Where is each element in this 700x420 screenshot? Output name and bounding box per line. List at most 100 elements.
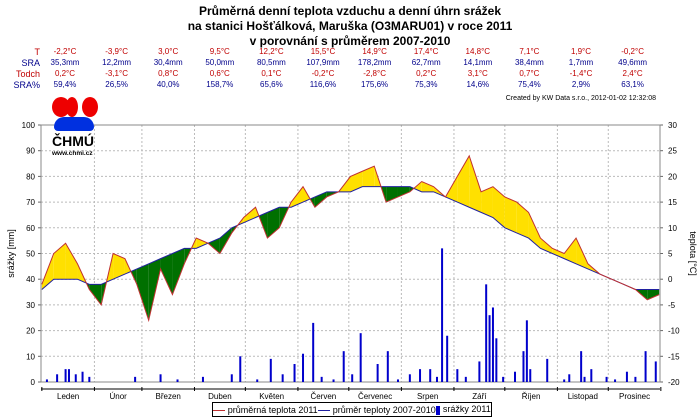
- stats-cell: 40,0%: [156, 80, 180, 89]
- stats-cell: 75,4%: [518, 80, 541, 89]
- stats-cell: 49,6mm: [618, 58, 648, 67]
- month-label: Květen: [259, 392, 284, 401]
- month-label: Únor: [109, 392, 127, 401]
- legend-item-precip: srážky 2011: [436, 404, 491, 415]
- stats-cell: 14,6%: [466, 80, 490, 89]
- precip-bar: [546, 358, 549, 382]
- temp-diff-fill: [208, 238, 220, 254]
- temp-diff-fill: [113, 253, 125, 280]
- legend-line-blue: [318, 409, 331, 411]
- month-label: Říjen: [522, 392, 541, 401]
- month-label: Září: [472, 392, 487, 401]
- month-label: Leden: [57, 392, 79, 401]
- y-axis-label-right: teplota [°C]: [688, 231, 698, 276]
- temp-diff-fill: [136, 263, 149, 321]
- temp-diff-fill: [291, 186, 304, 208]
- precip-bar: [456, 369, 459, 382]
- temp-diff-fill: [457, 155, 470, 208]
- stats-cell: 158,7%: [206, 80, 234, 89]
- y-tick-left: 100: [22, 121, 36, 130]
- logo-waves: [54, 117, 94, 131]
- stats-cell: -3,9°C: [105, 47, 128, 56]
- stats-row-sra: SRA 35,3mm 12,2mm 30,4mm 50,0mm 80,5mm 107,9mm…: [0, 58, 700, 70]
- stats-cell: 14,9°C: [362, 47, 387, 56]
- precip-bar: [74, 374, 77, 382]
- precip-bar: [419, 369, 422, 382]
- y-tick-left: 10: [26, 352, 35, 361]
- precip-bar: [386, 351, 389, 382]
- precip-bar: [590, 369, 593, 382]
- temp-diff-fill: [148, 258, 161, 321]
- chart-title-line-2: na stanici Hošťálková, Maruška (O3MARU01…: [187, 19, 513, 33]
- temp-diff-fill: [89, 284, 102, 305]
- temp-diff-fill: [362, 166, 375, 187]
- precip-bar: [45, 379, 48, 382]
- y-tick-right: -10: [668, 327, 680, 336]
- temp-diff-fill: [413, 181, 422, 192]
- temp-diff-fill: [504, 196, 517, 233]
- precip-bar: [625, 371, 628, 382]
- precip-bar: [332, 379, 335, 382]
- logo-circle-right: [82, 97, 98, 117]
- precip-bar: [256, 379, 259, 382]
- precip-bar: [644, 351, 647, 382]
- precip-bar: [351, 374, 354, 382]
- precip-bar: [464, 376, 467, 382]
- stats-cell: 1,9°C: [570, 47, 592, 56]
- precip-bar: [239, 356, 242, 382]
- precip-bar: [435, 376, 438, 382]
- y-axis-label-left: srážky [mm]: [6, 229, 16, 278]
- stats-cell: 107,9mm: [306, 58, 340, 67]
- precip-bar: [396, 379, 399, 382]
- y-tick-right: 30: [668, 121, 677, 130]
- precip-bar: [563, 379, 566, 382]
- logo-circle-left: [52, 97, 70, 117]
- stats-cell: -3,1°C: [105, 69, 128, 78]
- temp-diff-fill: [469, 155, 482, 213]
- precip-bar: [408, 374, 411, 382]
- precip-bar: [269, 358, 272, 382]
- stats-cell: 2,9%: [571, 80, 591, 89]
- y-tick-left: 0: [31, 378, 36, 387]
- stats-cell: 0,6°C: [209, 69, 230, 78]
- stats-cell: 17,4°C: [413, 47, 439, 56]
- chart-title-line-3: v porovnání s průměrem 2007-2010: [249, 34, 451, 48]
- stats-cell: 175,6%: [361, 80, 389, 89]
- precip-bar: [502, 376, 505, 382]
- y-tick-left: 60: [26, 224, 35, 233]
- temp-diff-fill: [350, 171, 363, 192]
- stats-cell: 3,1°C: [467, 69, 488, 78]
- stats-cell: 26,5%: [105, 80, 128, 89]
- temp-diff-fill: [172, 248, 185, 295]
- stats-cell: -0,2°C: [621, 47, 644, 56]
- y-tick-left: 80: [26, 172, 35, 181]
- y-tick-left: 70: [26, 198, 35, 207]
- y-tick-right: 0: [668, 275, 673, 284]
- precip-bar: [376, 364, 379, 382]
- precip-bar: [56, 374, 59, 382]
- precip-bar: [441, 248, 444, 382]
- logo-text: ČHMÚ: [52, 133, 94, 149]
- precip-bar: [522, 351, 525, 382]
- temp-diff-fill: [445, 176, 458, 203]
- chart-title-line-1: Průměrná denní teplota vzduchu a denní ú…: [198, 4, 502, 18]
- legend-label: průměr teploty 2007-2010: [332, 404, 436, 415]
- precip-bar: [654, 361, 657, 382]
- stats-row-label: SRA: [21, 58, 40, 68]
- precip-bar: [583, 376, 586, 382]
- y-tick-left: 40: [26, 275, 35, 284]
- legend-label: průměrná teplota 2011: [227, 404, 318, 415]
- precip-bar: [529, 369, 532, 382]
- month-label: Červenec: [358, 392, 392, 401]
- temp-diff-fill: [243, 207, 256, 223]
- stats-cell: 14,1mm: [463, 58, 493, 67]
- stats-cell: 80,5mm: [256, 58, 286, 67]
- precip-bar: [201, 376, 204, 382]
- precip-bar: [88, 376, 91, 382]
- stats-cell: 62,7mm: [411, 58, 441, 67]
- stats-cell: 0,7°C: [519, 69, 540, 78]
- stats-cell: 116,6%: [309, 80, 337, 89]
- logo-circle-mid: [66, 97, 78, 117]
- temp-diff-fill: [196, 238, 209, 249]
